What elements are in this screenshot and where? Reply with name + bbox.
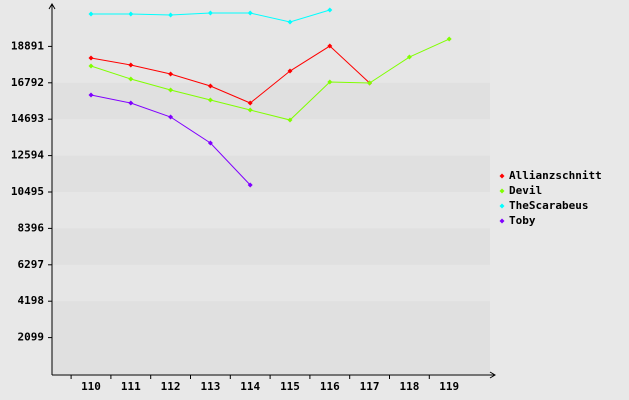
y-tick-label: 12594 bbox=[11, 149, 44, 162]
data-point bbox=[406, 54, 412, 60]
x-tick-label: 111 bbox=[121, 380, 141, 393]
data-point bbox=[88, 55, 94, 61]
series-line bbox=[90, 45, 370, 104]
data-point bbox=[247, 10, 253, 16]
y-axis-arrow bbox=[48, 3, 56, 10]
data-point bbox=[327, 43, 333, 49]
y-tick-label: 8396 bbox=[18, 221, 45, 234]
legend-label: Toby bbox=[509, 214, 536, 227]
legend-marker bbox=[499, 173, 505, 179]
y-tick-label: 2099 bbox=[18, 331, 45, 344]
data-point bbox=[247, 107, 253, 113]
data-point bbox=[287, 117, 293, 123]
data-point bbox=[446, 36, 452, 42]
data-point bbox=[128, 76, 134, 82]
y-tick-label: 4198 bbox=[18, 294, 45, 307]
data-point bbox=[287, 19, 293, 25]
x-tick-label: 110 bbox=[81, 380, 101, 393]
x-tick-label: 112 bbox=[161, 380, 181, 393]
data-point bbox=[88, 11, 94, 17]
y-tick-label: 10495 bbox=[11, 185, 44, 198]
legend-label: TheScarabeus bbox=[509, 199, 588, 212]
data-point bbox=[128, 100, 134, 106]
data-point bbox=[207, 10, 213, 16]
data-point bbox=[168, 87, 174, 93]
series-line bbox=[90, 38, 450, 121]
data-point bbox=[327, 79, 333, 85]
data-point bbox=[207, 97, 213, 103]
data-point bbox=[168, 114, 174, 120]
grid-band bbox=[52, 10, 490, 47]
y-tick-label: 6297 bbox=[18, 258, 45, 271]
x-tick-label: 114 bbox=[240, 380, 260, 393]
data-point bbox=[287, 68, 293, 74]
legend-marker bbox=[499, 203, 505, 209]
y-tick-label: 16792 bbox=[11, 76, 44, 89]
data-point bbox=[88, 92, 94, 98]
data-point bbox=[128, 11, 134, 17]
legend-label: Allianzschnitt bbox=[509, 169, 602, 182]
legend-marker bbox=[499, 218, 505, 224]
grid-band bbox=[52, 119, 490, 156]
grid-band bbox=[52, 192, 490, 229]
data-point bbox=[88, 63, 94, 69]
x-tick-label: 113 bbox=[200, 380, 220, 393]
y-tick-label: 18891 bbox=[11, 39, 44, 52]
y-tick-label: 14693 bbox=[11, 112, 44, 125]
data-point bbox=[207, 140, 213, 146]
data-point bbox=[247, 182, 253, 188]
grid-band bbox=[52, 46, 490, 83]
data-point bbox=[168, 71, 174, 77]
x-axis-arrow bbox=[489, 371, 496, 379]
legend-label: Devil bbox=[509, 184, 542, 197]
data-point bbox=[207, 83, 213, 89]
data-point bbox=[327, 7, 333, 13]
x-tick-label: 116 bbox=[320, 380, 340, 393]
data-point bbox=[128, 62, 134, 68]
legend-marker bbox=[499, 188, 505, 194]
data-point bbox=[247, 100, 253, 106]
data-point bbox=[367, 80, 373, 86]
data-point bbox=[168, 12, 174, 18]
grid-band bbox=[52, 264, 490, 302]
x-tick-label: 115 bbox=[280, 380, 300, 393]
x-tick-label: 119 bbox=[439, 380, 459, 393]
x-tick-label: 117 bbox=[360, 380, 380, 393]
x-tick-label: 118 bbox=[399, 380, 419, 393]
